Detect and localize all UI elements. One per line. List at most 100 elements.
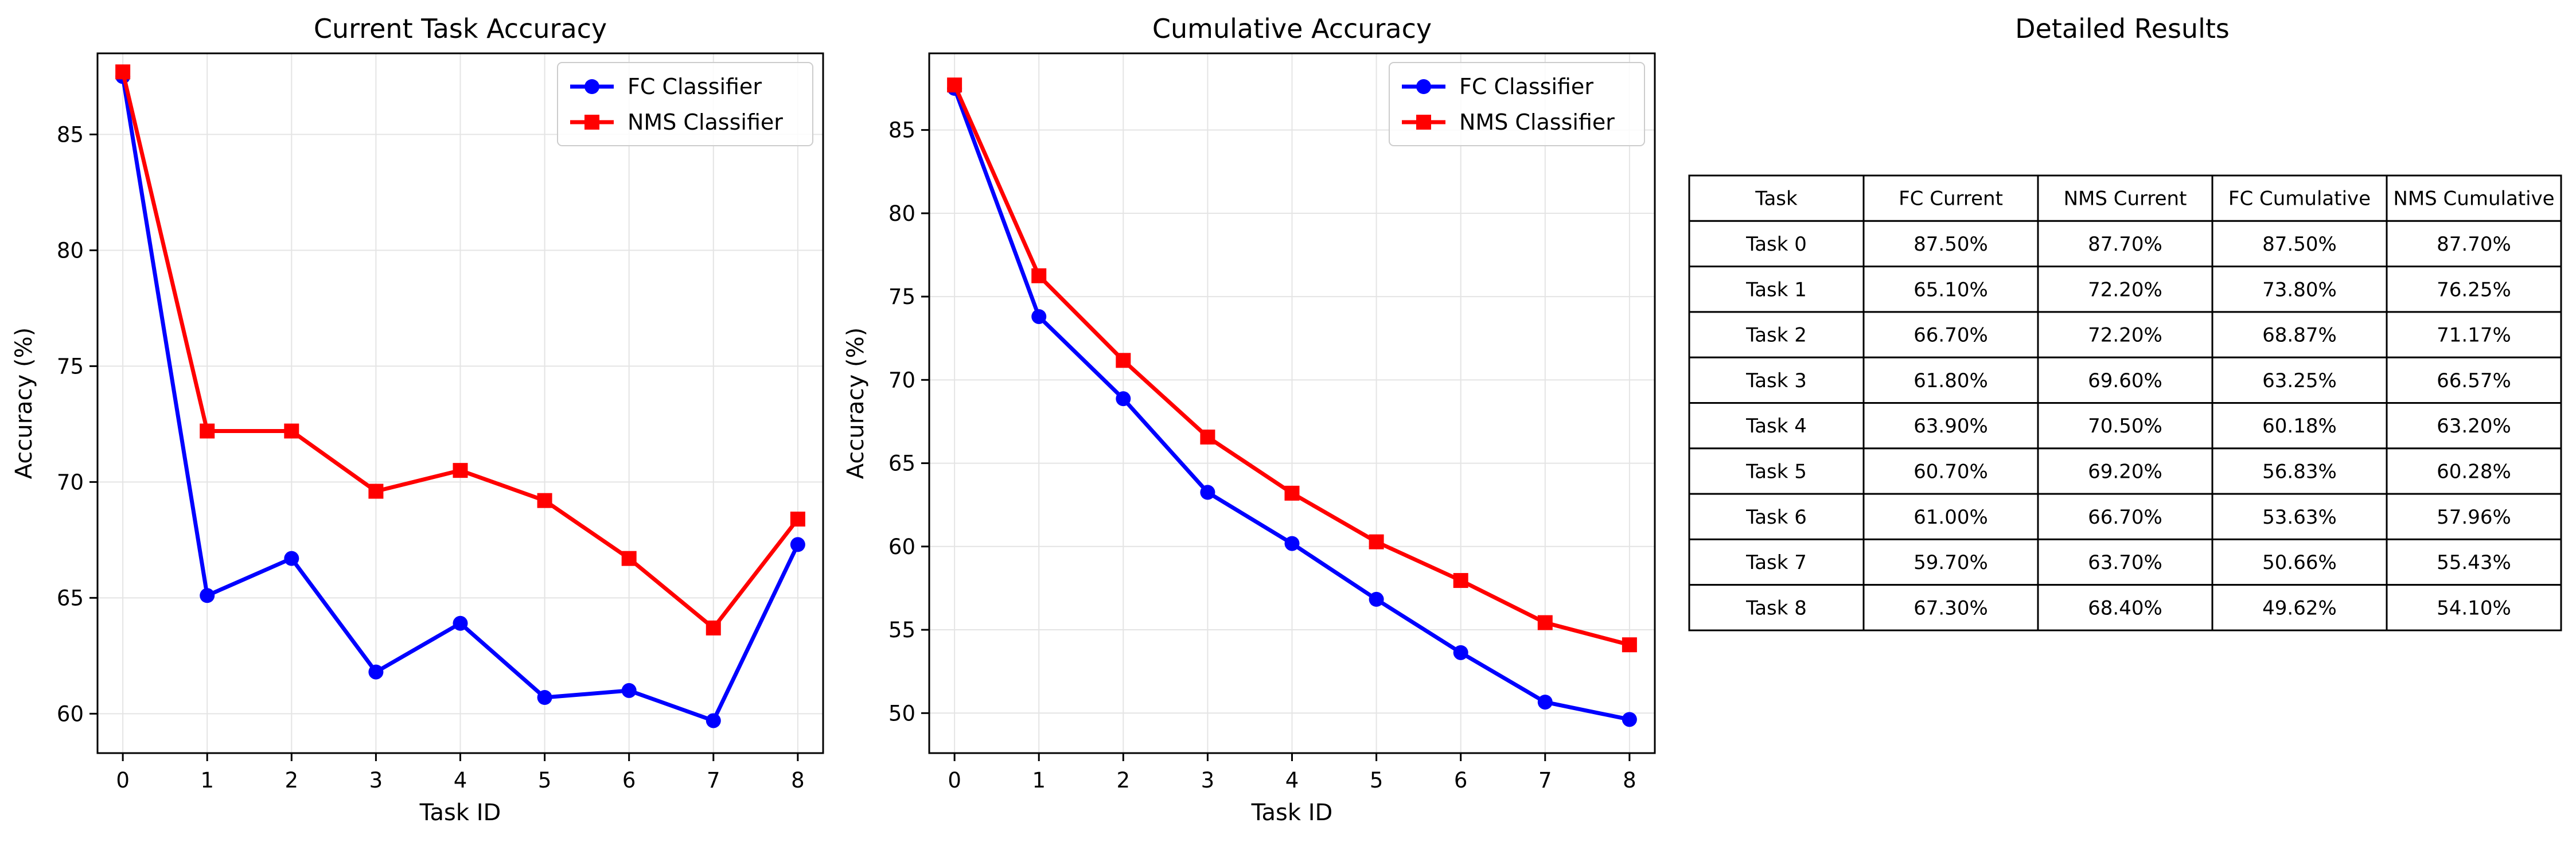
cell-value: 72.20% [2088,278,2162,301]
x-axis-label: Task ID [1251,800,1333,826]
y-tick-label: 80 [888,201,915,226]
cell-value: 60.70% [1914,460,1988,483]
table-cell [1862,584,2039,632]
data-point [200,423,215,439]
cell-value: 60.28% [2437,460,2511,483]
data-point [1453,573,1468,588]
cell-value: Task 6 [1745,506,1807,529]
cell-value: 68.87% [2262,324,2337,347]
table-cell [2211,220,2388,268]
data-point [1284,536,1300,551]
cell-value: 49.62% [2262,597,2337,619]
table-cell [2386,538,2562,586]
table-cell [2211,493,2388,540]
table-header-cell [2386,174,2562,222]
data-point [706,713,721,728]
legend-label: FC Classifier [628,74,762,99]
x-tick-label: 2 [285,768,299,793]
y-tick-label: 60 [888,535,915,559]
x-tick-label: 4 [454,768,467,793]
table-cell [1862,447,2039,495]
data-point [453,615,468,631]
column-header: Task [1755,188,1798,210]
table-cell [2386,402,2562,450]
x-tick-label: 8 [791,768,805,793]
data-point [790,511,805,527]
y-tick-label: 75 [888,284,915,309]
cell-value: 69.60% [2088,369,2162,392]
table-cell [2386,493,2562,540]
data-point [1031,309,1047,324]
table-cell [2386,311,2562,358]
x-axis-label: Task ID [419,800,501,826]
table-cell [2386,220,2562,268]
cell-value: 56.83% [2262,460,2337,483]
data-point [1200,485,1215,500]
table-cell [1862,493,2039,540]
data-point [1116,353,1131,368]
data-point [947,77,962,93]
table-cell [2386,266,2562,313]
table-cell [2211,584,2388,632]
y-tick-label: 75 [57,354,84,379]
data-point [1537,695,1553,710]
cell-value: 76.25% [2437,278,2511,301]
cell-value: 63.25% [2262,369,2337,392]
data-point [1453,645,1468,660]
table-cell [2037,356,2213,404]
data-point [537,493,552,508]
cell-value: 66.70% [2088,506,2162,529]
data-point [1622,712,1637,727]
x-tick-label: 6 [622,768,636,793]
x-tick-label: 5 [538,768,552,793]
data-point [284,423,299,439]
table-cell [2211,402,2388,450]
table-cell [1862,402,2039,450]
data-point [1369,534,1384,549]
table-cell [1688,220,1865,268]
y-tick-label: 70 [57,470,84,494]
data-point [368,664,384,680]
data-point [1622,637,1637,653]
data-point [706,620,721,636]
table-cell [2386,584,2562,632]
cell-value: Task 1 [1745,278,1807,301]
legend-marker [1416,79,1431,94]
cell-value: Task 0 [1745,233,1807,256]
data-point [790,537,805,552]
legend-marker [584,115,599,130]
table-cell [1862,356,2039,404]
cell-value: 87.50% [1914,233,1988,256]
x-tick-label: 2 [1117,768,1131,793]
table-cell [2211,311,2388,358]
table-cell [2386,356,2562,404]
x-tick-label: 7 [1538,768,1552,793]
y-tick-label: 80 [57,238,84,263]
legend-label: NMS Classifier [628,110,783,135]
table-title: Detailed Results [2015,13,2230,44]
data-point [1200,429,1215,445]
table-cell [2386,447,2562,495]
cell-value: 55.43% [2437,551,2511,574]
x-tick-label: 1 [200,768,214,793]
cell-value: 60.18% [2262,415,2337,438]
cell-value: 72.20% [2088,324,2162,347]
x-tick-label: 4 [1285,768,1299,793]
table-cell [2037,584,2213,632]
y-axis-label: Accuracy (%) [843,328,869,480]
data-point [368,484,384,499]
cell-value: 67.30% [1914,597,1988,619]
table-cell [1688,447,1865,495]
cell-value: 66.70% [1914,324,1988,347]
cell-value: 87.70% [2437,233,2511,256]
cell-value: Task 4 [1745,415,1807,438]
table-cell [2211,538,2388,586]
legend: FC Classifier NMS Classifier [1389,62,1645,146]
data-point [1537,615,1553,630]
cell-value: 57.96% [2437,506,2511,529]
cell-value: 54.10% [2437,597,2511,619]
chart-panel-2: 0 1 2 3 4 5 6 7 8 50 55 60 65 70 75 80 85 Cumulative Accu… [843,13,1656,826]
chart-title: Cumulative Accuracy [1152,13,1432,44]
chart-title: Current Task Accuracy [314,13,607,44]
